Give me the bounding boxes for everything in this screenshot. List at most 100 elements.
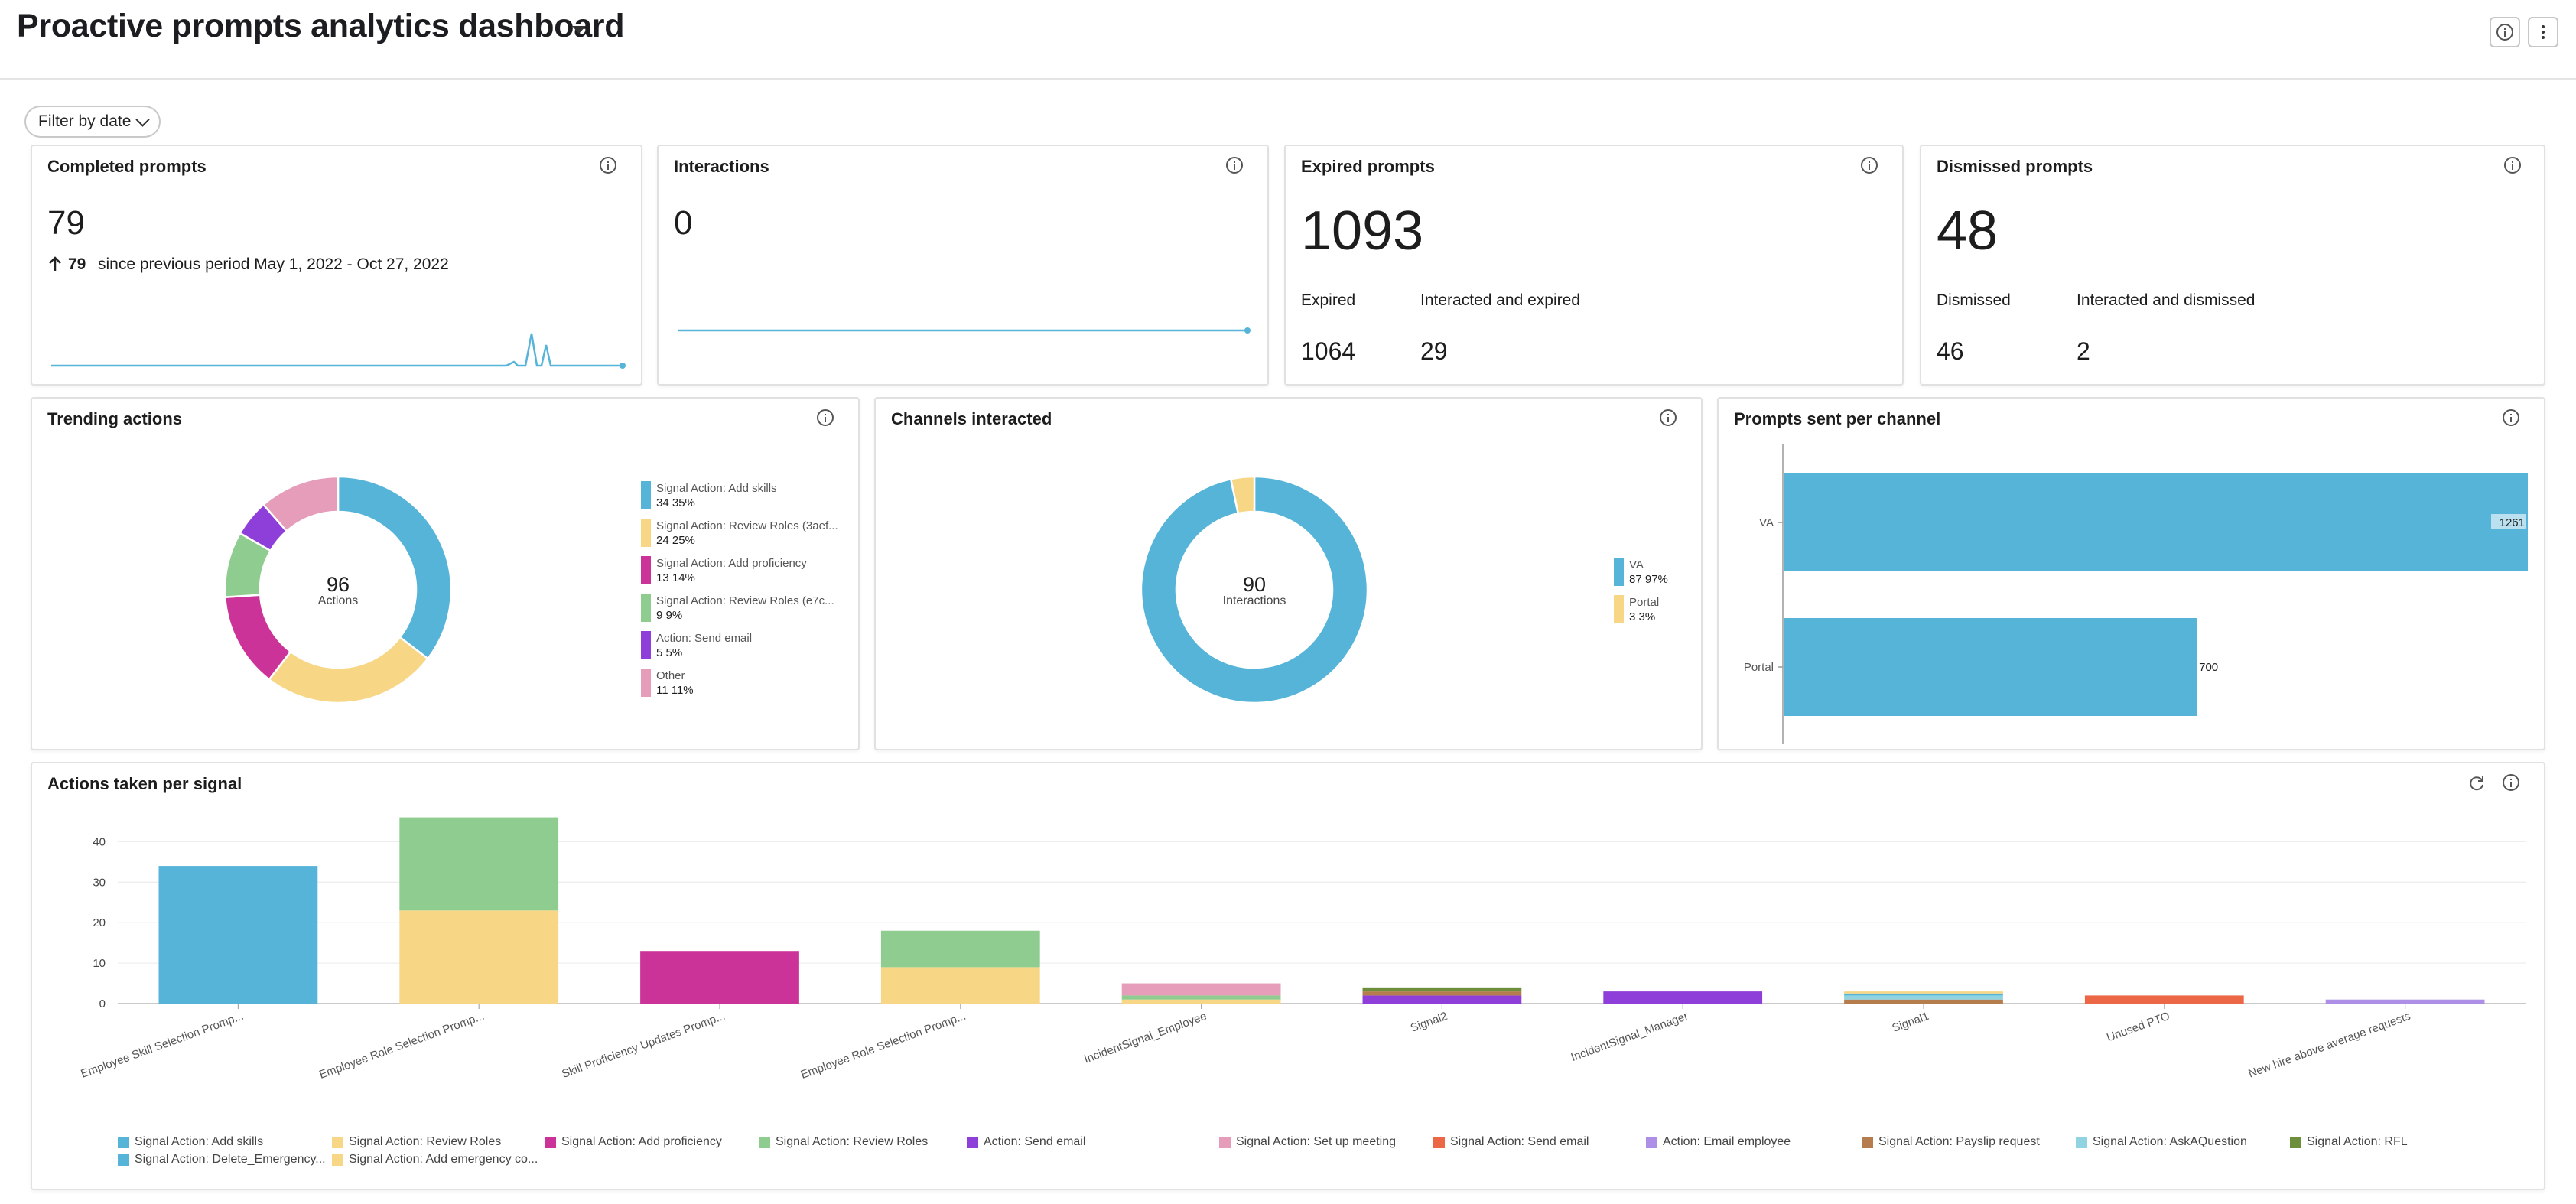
stack-segment[interactable] — [880, 930, 1040, 968]
card-title: Expired prompts — [1301, 157, 1435, 176]
stack-segment[interactable] — [1844, 995, 2003, 1000]
category-label: Portal — [1744, 661, 1774, 674]
stack-segment[interactable] — [2325, 999, 2485, 1004]
kebab-menu-icon — [2542, 25, 2545, 39]
filter-by-date-button[interactable]: Filter by date — [24, 106, 161, 138]
trending-slice[interactable] — [337, 475, 453, 660]
page-info-button[interactable] — [2490, 17, 2520, 47]
channels-slice[interactable] — [1140, 475, 1369, 705]
trending-center-value: 96 — [326, 573, 350, 596]
x-tick-label: Employee Skill Selection Promp... — [79, 1010, 245, 1081]
legend-swatch — [641, 519, 651, 547]
stack-segment[interactable] — [399, 817, 559, 911]
legend-swatch — [118, 1154, 129, 1166]
legend-swatch — [332, 1137, 343, 1148]
x-tick-label: IncidentSignal_Manager — [1569, 1010, 1690, 1064]
info-icon[interactable] — [1660, 409, 1677, 426]
x-tick-label: New hire above average requests — [2246, 1010, 2412, 1081]
dismissed-value: 46 — [1937, 337, 1964, 365]
bar-portal[interactable] — [1784, 618, 2197, 716]
prompts-per-channel-chart: VA 1261 Portal 700 — [1744, 444, 2528, 744]
x-tick-label: Skill Proficiency Updates Promp... — [560, 1010, 727, 1081]
stack-segment[interactable] — [158, 866, 318, 1004]
page-title: Proactive prompts analytics dashboard — [17, 8, 625, 44]
actions-per-signal-chart: 0 10 20 30 40 Employee Skill Selection Promp.… — [79, 817, 2526, 1082]
card-title: Channels interacted — [891, 409, 1052, 428]
stack-segment[interactable] — [880, 967, 1040, 1004]
card-title: Trending actions — [47, 409, 183, 428]
stack-segment[interactable] — [1362, 987, 1522, 992]
bar-va[interactable] — [1784, 473, 2528, 571]
interacted-expired-value: 29 — [1420, 337, 1448, 365]
legend-swatch — [2076, 1137, 2087, 1148]
info-icon[interactable] — [1861, 157, 1878, 174]
trending-center-label: Actions — [317, 594, 359, 607]
legend-value: 11 11% — [656, 684, 694, 697]
legend-swatch — [641, 669, 651, 697]
completed-prompts-sparkline — [51, 333, 626, 369]
interactions-value: 0 — [674, 204, 693, 242]
stack-segment[interactable] — [1362, 991, 1522, 996]
legend-label: Signal Action: Set up meeting — [1236, 1135, 1397, 1148]
legend-swatch — [545, 1137, 556, 1148]
legend-swatch — [641, 594, 651, 622]
info-icon — [2496, 24, 2513, 41]
expired-label: Expired — [1301, 291, 1356, 309]
stack-segment[interactable] — [1844, 999, 2003, 1004]
x-tick-label: Signal2 — [1409, 1010, 1449, 1035]
legend-label: Action: Send email — [656, 632, 753, 645]
channels-donut — [1140, 475, 1369, 705]
legend-value: 9 9% — [656, 609, 683, 622]
stack-segment[interactable] — [1844, 993, 2003, 996]
info-icon[interactable] — [817, 409, 834, 426]
stack-segment[interactable] — [399, 910, 559, 1004]
stack-segment[interactable] — [1121, 999, 1281, 1004]
legend-swatch — [1614, 558, 1624, 586]
trending-actions-card: Trending actions 96 Actions Signal Actio… — [31, 397, 860, 750]
stack-segment[interactable] — [1121, 995, 1281, 1000]
interacted-dismissed-label: Interacted and dismissed — [2077, 291, 2256, 309]
legend-label: Signal Action: Delete_Emergency... — [135, 1153, 326, 1166]
trending-slice[interactable] — [268, 636, 430, 705]
trending-slice[interactable] — [262, 475, 340, 533]
legend-label: Signal Action: AskAQuestion — [2093, 1135, 2247, 1148]
info-icon[interactable] — [1226, 157, 1243, 174]
interactions-card: Interactions 0 — [657, 145, 1269, 386]
x-tick-label: Employee Role Selection Promp... — [799, 1010, 968, 1082]
stack-segment[interactable] — [1603, 991, 1763, 1004]
stack-segment[interactable] — [1844, 991, 2003, 994]
card-title: Actions taken per signal — [47, 774, 242, 793]
stack-segment[interactable] — [1362, 995, 1522, 1004]
stack-segment[interactable] — [2084, 995, 2244, 1004]
legend-value: 13 14% — [656, 571, 695, 584]
info-icon[interactable] — [2503, 774, 2519, 791]
legend-swatch — [1614, 595, 1624, 623]
x-tick-label: Unused PTO — [2105, 1010, 2171, 1045]
refresh-icon[interactable] — [2467, 774, 2486, 792]
info-icon[interactable] — [2504, 157, 2521, 174]
info-icon[interactable] — [600, 157, 616, 174]
card-title: Prompts sent per channel — [1734, 409, 1941, 428]
card-title: Interactions — [674, 157, 769, 176]
completed-prompts-value: 79 — [47, 204, 85, 242]
legend-label: Action: Email employee — [1663, 1135, 1791, 1148]
channels-center-label: Interactions — [1222, 594, 1286, 607]
chevron-down-icon — [135, 112, 150, 127]
expired-prompts-value: 1093 — [1301, 200, 1424, 262]
info-icon[interactable] — [2503, 409, 2519, 426]
page-header: Proactive prompts analytics dashboard — [0, 0, 2576, 80]
dashboard-dropdown-caret-icon[interactable] — [572, 26, 586, 34]
stack-segment[interactable] — [640, 951, 799, 1004]
interacted-expired-label: Interacted and expired — [1420, 291, 1580, 309]
interacted-dismissed-value: 2 — [2077, 337, 2090, 365]
legend-value: 3 3% — [1629, 610, 1656, 623]
legend-label: VA — [1629, 558, 1644, 571]
legend-label: Signal Action: Review Roles — [349, 1135, 502, 1148]
more-options-button[interactable] — [2528, 17, 2558, 47]
legend-label: Signal Action: Review Roles (3aef... — [656, 519, 838, 532]
stack-segment[interactable] — [1121, 983, 1281, 996]
completed-prompts-card: Completed prompts 79 79 since previous p… — [31, 145, 642, 386]
dismissed-prompts-card: Dismissed prompts 48 Dismissed Interacte… — [1920, 145, 2545, 386]
channels-slice[interactable] — [1229, 475, 1256, 515]
completed-prompts-delta: 79 — [68, 255, 86, 273]
